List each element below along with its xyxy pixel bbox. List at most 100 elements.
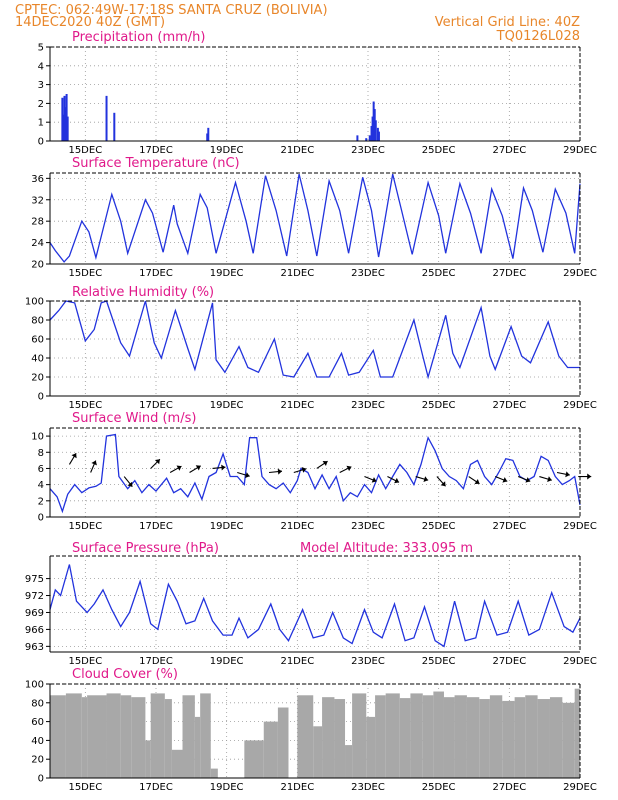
panel-2: Surface Temperature (nC) 15DEC 17DEC 19DEC 2… bbox=[31, 156, 597, 279]
y-tick-label: 20 bbox=[31, 755, 44, 766]
wind-arrowhead bbox=[154, 459, 160, 465]
cloud-bar bbox=[466, 697, 480, 778]
x-tick-label: 27DEC bbox=[492, 268, 526, 279]
cloud-bar bbox=[50, 695, 66, 778]
x-tick-label: 23DEC bbox=[351, 656, 385, 667]
cloud-bar bbox=[479, 699, 490, 778]
x-tick-label: 23DEC bbox=[351, 145, 385, 156]
y-tick-label: 20 bbox=[31, 260, 44, 271]
precip-bar bbox=[376, 127, 379, 141]
precip-bar bbox=[356, 135, 359, 141]
x-tick-label: 29DEC bbox=[563, 782, 597, 793]
wind-arrowhead bbox=[502, 477, 508, 483]
wind-arrowhead bbox=[423, 476, 429, 483]
x-tick-label: 25DEC bbox=[422, 521, 456, 532]
precip-bar bbox=[105, 95, 108, 141]
cloud-bar bbox=[65, 693, 82, 778]
wind-arrowhead bbox=[277, 468, 283, 475]
panel-title: Cloud Cover (%) bbox=[72, 667, 178, 682]
x-tick-label: 17DEC bbox=[139, 145, 173, 156]
y-tick-label: 6 bbox=[38, 464, 44, 475]
panel-6: Cloud Cover (%) 15DEC 17DEC 19DEC 21DEC 23DEC… bbox=[25, 667, 597, 793]
panel-title: Surface Pressure (hPa) bbox=[72, 541, 219, 556]
wind-arrowhead bbox=[525, 477, 531, 483]
header-gridline: Vertical Grid Line: 40Z bbox=[435, 15, 580, 30]
y-tick-label: 2 bbox=[38, 99, 44, 110]
precip-bar bbox=[207, 127, 210, 141]
panel-title: Surface Wind (m/s) bbox=[72, 411, 196, 426]
y-tick-label: 28 bbox=[31, 217, 44, 228]
x-tick-label: 21DEC bbox=[280, 521, 314, 532]
wind-arrowhead bbox=[221, 464, 226, 471]
series-line bbox=[49, 300, 580, 380]
x-tick-label: 27DEC bbox=[492, 400, 526, 411]
x-tick-label: 29DEC bbox=[563, 145, 597, 156]
x-tick-label: 15DEC bbox=[68, 268, 102, 279]
cloud-bar bbox=[345, 745, 353, 778]
x-tick-label: 25DEC bbox=[422, 782, 456, 793]
y-tick-label: 20 bbox=[31, 373, 44, 384]
wind-arrowhead bbox=[301, 467, 307, 473]
panel-title: Precipitation (mm/h) bbox=[72, 30, 205, 45]
x-tick-label: 21DEC bbox=[280, 268, 314, 279]
cloud-bar bbox=[150, 693, 165, 778]
y-tick-label: 5 bbox=[38, 43, 44, 54]
y-tick-label: 60 bbox=[31, 335, 44, 346]
precip-bar bbox=[113, 112, 116, 141]
y-tick-label: 36 bbox=[31, 174, 44, 185]
x-tick-label: 15DEC bbox=[68, 521, 102, 532]
wind-arrowhead bbox=[371, 477, 377, 483]
x-tick-label: 15DEC bbox=[68, 656, 102, 667]
cloud-bar bbox=[385, 693, 400, 778]
series-line bbox=[49, 433, 581, 514]
model-altitude: Model Altitude: 333.095 m bbox=[300, 541, 473, 556]
y-tick-label: 24 bbox=[31, 238, 44, 249]
x-tick-label: 17DEC bbox=[139, 268, 173, 279]
cloud-bar bbox=[549, 697, 563, 778]
precip-bar bbox=[66, 116, 69, 141]
x-tick-label: 15DEC bbox=[68, 400, 102, 411]
cloud-bar bbox=[562, 702, 575, 778]
cloud-bar bbox=[443, 697, 455, 778]
y-tick-label: 972 bbox=[25, 591, 44, 602]
x-tick-label: 19DEC bbox=[210, 656, 244, 667]
y-tick-label: 975 bbox=[25, 574, 44, 585]
wind-arrowhead bbox=[394, 477, 400, 484]
panels: Precipitation (mm/h) 15DEC 17DEC 19DEC 21DEC… bbox=[25, 30, 597, 793]
wind-arrowhead bbox=[176, 465, 182, 471]
y-tick-label: 0 bbox=[38, 392, 44, 403]
x-tick-label: 19DEC bbox=[210, 782, 244, 793]
wind-arrowhead bbox=[71, 453, 77, 459]
y-tick-label: 40 bbox=[31, 736, 44, 747]
cloud-bar bbox=[194, 716, 201, 778]
x-tick-label: 25DEC bbox=[422, 656, 456, 667]
panel-3: Relative Humidity (%) 15DEC 17DEC 19DEC 21DE… bbox=[25, 285, 597, 411]
cloud-bar bbox=[313, 726, 323, 778]
wind-arrowhead bbox=[547, 476, 552, 483]
cloud-bar bbox=[171, 749, 183, 778]
x-tick-label: 25DEC bbox=[422, 400, 456, 411]
precip-bar bbox=[365, 138, 368, 141]
cloud-bar bbox=[574, 688, 580, 778]
cloud-bar bbox=[489, 695, 503, 778]
y-tick-label: 100 bbox=[25, 680, 44, 691]
panel-1: Precipitation (mm/h) 15DEC 17DEC 19DEC 21DEC… bbox=[38, 30, 597, 156]
cloud-bar bbox=[131, 697, 146, 778]
y-tick-label: 60 bbox=[31, 717, 44, 728]
x-tick-label: 25DEC bbox=[422, 145, 456, 156]
cloud-bar bbox=[352, 693, 367, 778]
y-tick-label: 100 bbox=[25, 297, 44, 308]
x-tick-label: 29DEC bbox=[563, 400, 597, 411]
precip-bar bbox=[374, 120, 377, 141]
panel-title: Relative Humidity (%) bbox=[72, 285, 214, 300]
cloud-bar bbox=[200, 693, 211, 778]
precip-bar bbox=[65, 94, 68, 141]
y-tick-label: 40 bbox=[31, 354, 44, 365]
cloud-bar bbox=[263, 721, 278, 778]
x-tick-label: 19DEC bbox=[210, 400, 244, 411]
wind-arrowhead bbox=[127, 481, 133, 487]
x-tick-label: 17DEC bbox=[139, 521, 173, 532]
y-tick-label: 32 bbox=[31, 195, 44, 206]
wind-arrowhead bbox=[440, 481, 446, 487]
